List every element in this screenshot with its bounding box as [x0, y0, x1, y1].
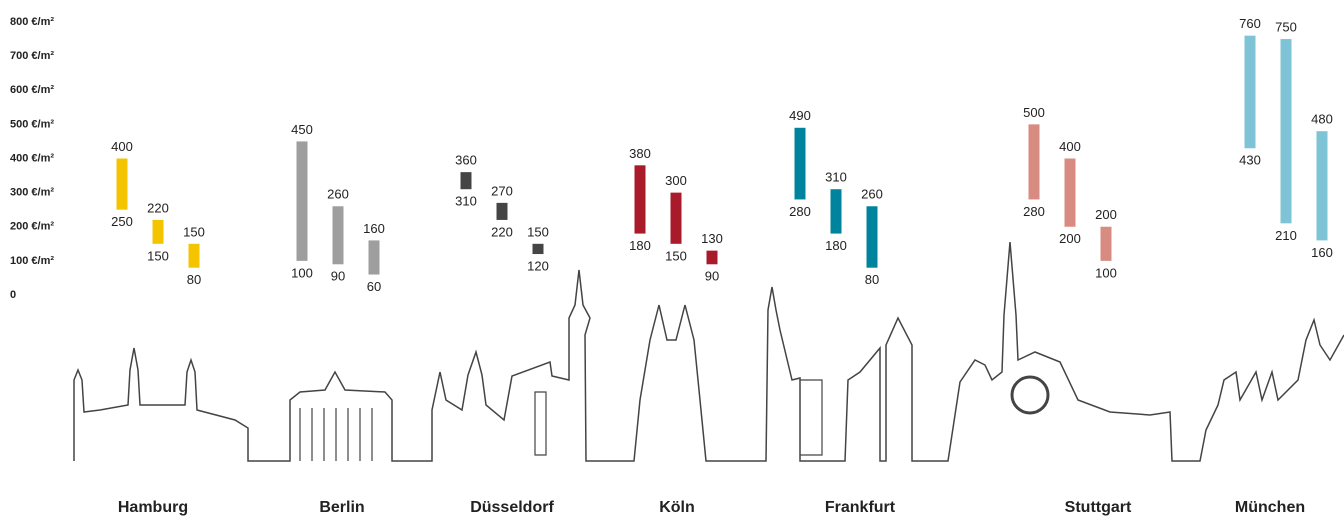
- range-bar: [152, 219, 164, 244]
- low-label: 180: [629, 238, 651, 253]
- high-label: 260: [861, 187, 883, 202]
- high-label: 760: [1239, 16, 1261, 31]
- range-bar: [1064, 158, 1076, 227]
- low-label: 80: [187, 272, 201, 287]
- high-label: 490: [789, 108, 811, 123]
- high-label: 300: [665, 173, 687, 188]
- high-label: 360: [455, 153, 477, 168]
- range-bar: [634, 165, 646, 234]
- high-label: 160: [363, 221, 385, 236]
- y-tick-label: 700 €/m²: [10, 50, 54, 62]
- high-label: 310: [825, 170, 847, 185]
- low-label: 200: [1059, 231, 1081, 246]
- low-label: 430: [1239, 153, 1261, 168]
- range-bar: [460, 172, 472, 190]
- low-label: 150: [147, 248, 169, 263]
- high-label: 260: [327, 187, 349, 202]
- y-tick-label: 800 €/m²: [10, 16, 54, 28]
- high-label: 480: [1311, 112, 1333, 127]
- low-label: 100: [1095, 265, 1117, 280]
- city-label: München: [1235, 499, 1305, 516]
- y-tick-label: 0: [10, 289, 16, 301]
- low-label: 220: [491, 224, 513, 239]
- range-bar: [116, 158, 128, 210]
- low-label: 250: [111, 214, 133, 229]
- range-bar: [1028, 124, 1040, 200]
- high-label: 380: [629, 146, 651, 161]
- low-label: 160: [1311, 245, 1333, 260]
- range-bar: [670, 192, 682, 244]
- y-tick-label: 500 €/m²: [10, 118, 54, 130]
- low-label: 180: [825, 238, 847, 253]
- high-label: 150: [527, 224, 549, 239]
- y-tick-label: 400 €/m²: [10, 152, 54, 164]
- city-label: Hamburg: [118, 499, 188, 516]
- ferris-wheel: [1010, 375, 1050, 415]
- skyline: [73, 241, 1344, 462]
- low-label: 80: [865, 272, 879, 287]
- low-label: 90: [705, 269, 719, 284]
- high-label: 270: [491, 183, 513, 198]
- high-label: 500: [1023, 105, 1045, 120]
- range-bar: [332, 206, 344, 265]
- low-label: 310: [455, 194, 477, 209]
- high-label: 750: [1275, 20, 1297, 35]
- city-label: Düsseldorf: [470, 499, 554, 516]
- low-label: 280: [789, 204, 811, 219]
- low-label: 150: [665, 248, 687, 263]
- y-tick-label: 200 €/m²: [10, 221, 54, 233]
- range-bar: [368, 240, 380, 275]
- range-bar: [532, 243, 544, 255]
- high-label: 150: [183, 224, 205, 239]
- high-label: 450: [291, 122, 313, 137]
- range-bar: [188, 243, 200, 268]
- low-label: 120: [527, 258, 549, 273]
- low-label: 100: [291, 265, 313, 280]
- range-bar: [830, 189, 842, 234]
- low-label: 280: [1023, 204, 1045, 219]
- city-label: Frankfurt: [825, 499, 896, 516]
- y-tick-label: 100 €/m²: [10, 255, 54, 267]
- city-label: Stuttgart: [1065, 499, 1132, 516]
- y-tick-label: 300 €/m²: [10, 187, 54, 199]
- low-label: 60: [367, 279, 381, 294]
- y-tick-label: 600 €/m²: [10, 84, 54, 96]
- range-bar: [1316, 131, 1328, 241]
- city-label: Berlin: [319, 499, 364, 516]
- range-bar: [706, 250, 718, 265]
- high-label: 130: [701, 231, 723, 246]
- high-label: 200: [1095, 207, 1117, 222]
- range-bar: [794, 127, 806, 200]
- high-label: 400: [1059, 139, 1081, 154]
- skyline-detail: [299, 379, 823, 461]
- range-bar: [1100, 226, 1112, 261]
- range-bar: [496, 202, 508, 220]
- range-bar: [1244, 35, 1256, 149]
- range-bar: [1280, 39, 1292, 224]
- low-label: 210: [1275, 228, 1297, 243]
- range-bar: [296, 141, 308, 261]
- range-bar: [866, 206, 878, 268]
- low-label: 90: [331, 269, 345, 284]
- city-label: Köln: [659, 499, 695, 516]
- high-label: 400: [111, 139, 133, 154]
- high-label: 220: [147, 200, 169, 215]
